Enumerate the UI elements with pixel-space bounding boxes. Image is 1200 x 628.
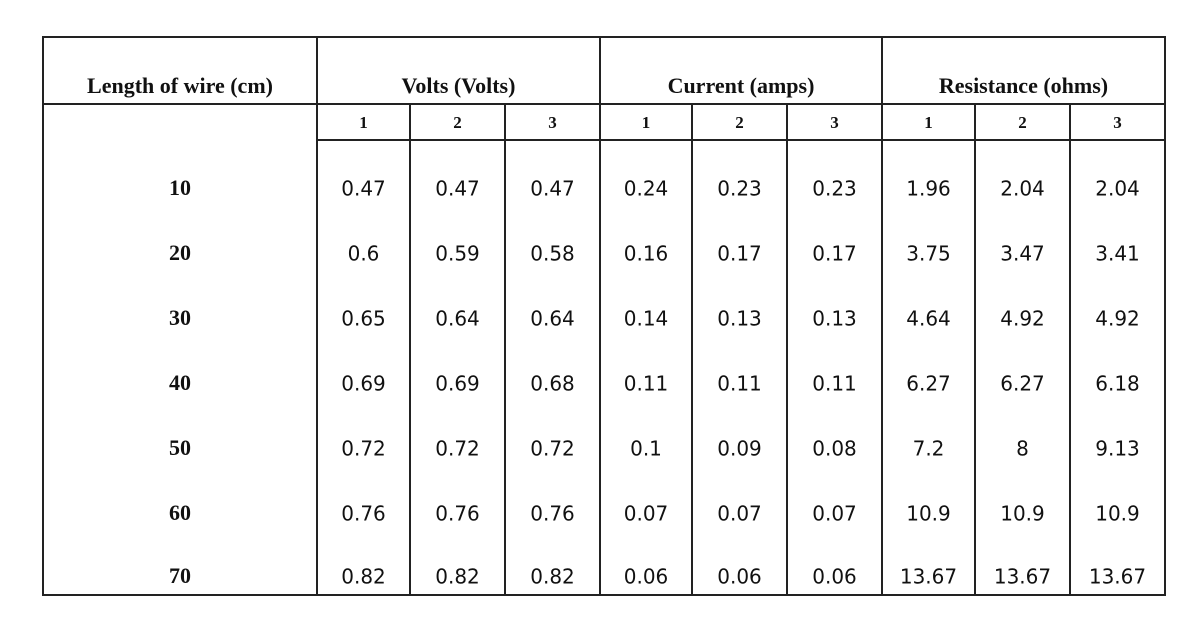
cell-value: 4.92	[1000, 307, 1045, 331]
cell-value: 0.11	[812, 372, 857, 396]
cell-value: 0.72	[530, 437, 575, 461]
cell-value: 9.13	[1095, 437, 1140, 461]
cell-value: 0.07	[812, 502, 857, 526]
cell-value: 0.76	[435, 502, 480, 526]
cell-value: 2.04	[1000, 177, 1045, 201]
cell-value: 0.23	[717, 177, 762, 201]
cell-value: 0.06	[812, 565, 857, 589]
cell-value: 0.82	[530, 565, 575, 589]
cell-value: 0.11	[624, 372, 669, 396]
cell-value: 0.68	[530, 372, 575, 396]
cell-value: 0.17	[717, 242, 762, 266]
cell-value: 0.72	[435, 437, 480, 461]
cell-value: 10.9	[1095, 502, 1140, 526]
group-header: Volts (Volts)	[402, 73, 516, 98]
cell-value: 0.08	[812, 437, 857, 461]
table-border	[42, 36, 1166, 596]
cell-value: 0.64	[435, 307, 480, 331]
cell-value: 0.11	[717, 372, 762, 396]
cell-value: 6.18	[1095, 372, 1140, 396]
cell-value: 0.13	[717, 307, 762, 331]
subheader: 3	[548, 113, 557, 132]
subheader: 3	[830, 113, 839, 132]
cell-value: 0.69	[435, 372, 480, 396]
group-header: Length of wire (cm)	[87, 73, 273, 98]
row-label: 20	[169, 240, 191, 265]
cell-value: 4.64	[906, 307, 951, 331]
subheader: 3	[1113, 113, 1122, 132]
cell-value: 0.47	[341, 177, 386, 201]
cell-value: 3.47	[1000, 242, 1045, 266]
cell-value: 0.69	[341, 372, 386, 396]
cell-value: 0.13	[812, 307, 857, 331]
row-label: 40	[169, 370, 191, 395]
cell-value: 10.9	[906, 502, 951, 526]
row-label: 70	[169, 563, 191, 588]
group-header: Resistance (ohms)	[939, 73, 1108, 98]
cell-value: 6.27	[1000, 372, 1045, 396]
subheader: 1	[359, 113, 368, 132]
cell-value: 0.24	[624, 177, 669, 201]
cell-value: 0.23	[812, 177, 857, 201]
subheader: 1	[642, 113, 651, 132]
cell-value: 0.16	[624, 242, 669, 266]
cell-value: 7.2	[913, 437, 945, 461]
cell-value: 0.07	[717, 502, 762, 526]
cell-value: 0.72	[341, 437, 386, 461]
row-label: 60	[169, 500, 191, 525]
cell-value: 10.9	[1000, 502, 1045, 526]
cell-value: 0.82	[435, 565, 480, 589]
cell-value: 0.47	[435, 177, 480, 201]
subheader: 2	[1018, 113, 1027, 132]
cell-value: 0.64	[530, 307, 575, 331]
subheader: 1	[924, 113, 933, 132]
cell-value: 13.67	[900, 565, 957, 589]
cell-value: 4.92	[1095, 307, 1140, 331]
cell-value: 2.04	[1095, 177, 1140, 201]
cell-value: 0.17	[812, 242, 857, 266]
cell-value: 0.58	[530, 242, 575, 266]
cell-value: 0.6	[348, 242, 380, 266]
cell-value: 0.76	[341, 502, 386, 526]
cell-value: 1.96	[906, 177, 951, 201]
cell-value: 8	[1016, 437, 1029, 461]
cell-value: 13.67	[1089, 565, 1146, 589]
subheader: 2	[453, 113, 462, 132]
cell-value: 6.27	[906, 372, 951, 396]
cell-value: 0.59	[435, 242, 480, 266]
cell-value: 0.1	[630, 437, 662, 461]
cell-value: 0.07	[624, 502, 669, 526]
row-label: 30	[169, 305, 191, 330]
cell-value: 0.65	[341, 307, 386, 331]
cell-value: 0.06	[717, 565, 762, 589]
row-label: 50	[169, 435, 191, 460]
cell-value: 3.75	[906, 242, 951, 266]
cell-value: 13.67	[994, 565, 1051, 589]
cell-value: 0.06	[624, 565, 669, 589]
cell-value: 0.47	[530, 177, 575, 201]
cell-value: 3.41	[1095, 242, 1140, 266]
cell-value: 0.14	[624, 307, 669, 331]
cell-value: 0.82	[341, 565, 386, 589]
cell-value: 0.76	[530, 502, 575, 526]
group-header: Current (amps)	[668, 73, 815, 98]
subheader: 2	[735, 113, 744, 132]
cell-value: 0.09	[717, 437, 762, 461]
row-label: 10	[169, 175, 191, 200]
